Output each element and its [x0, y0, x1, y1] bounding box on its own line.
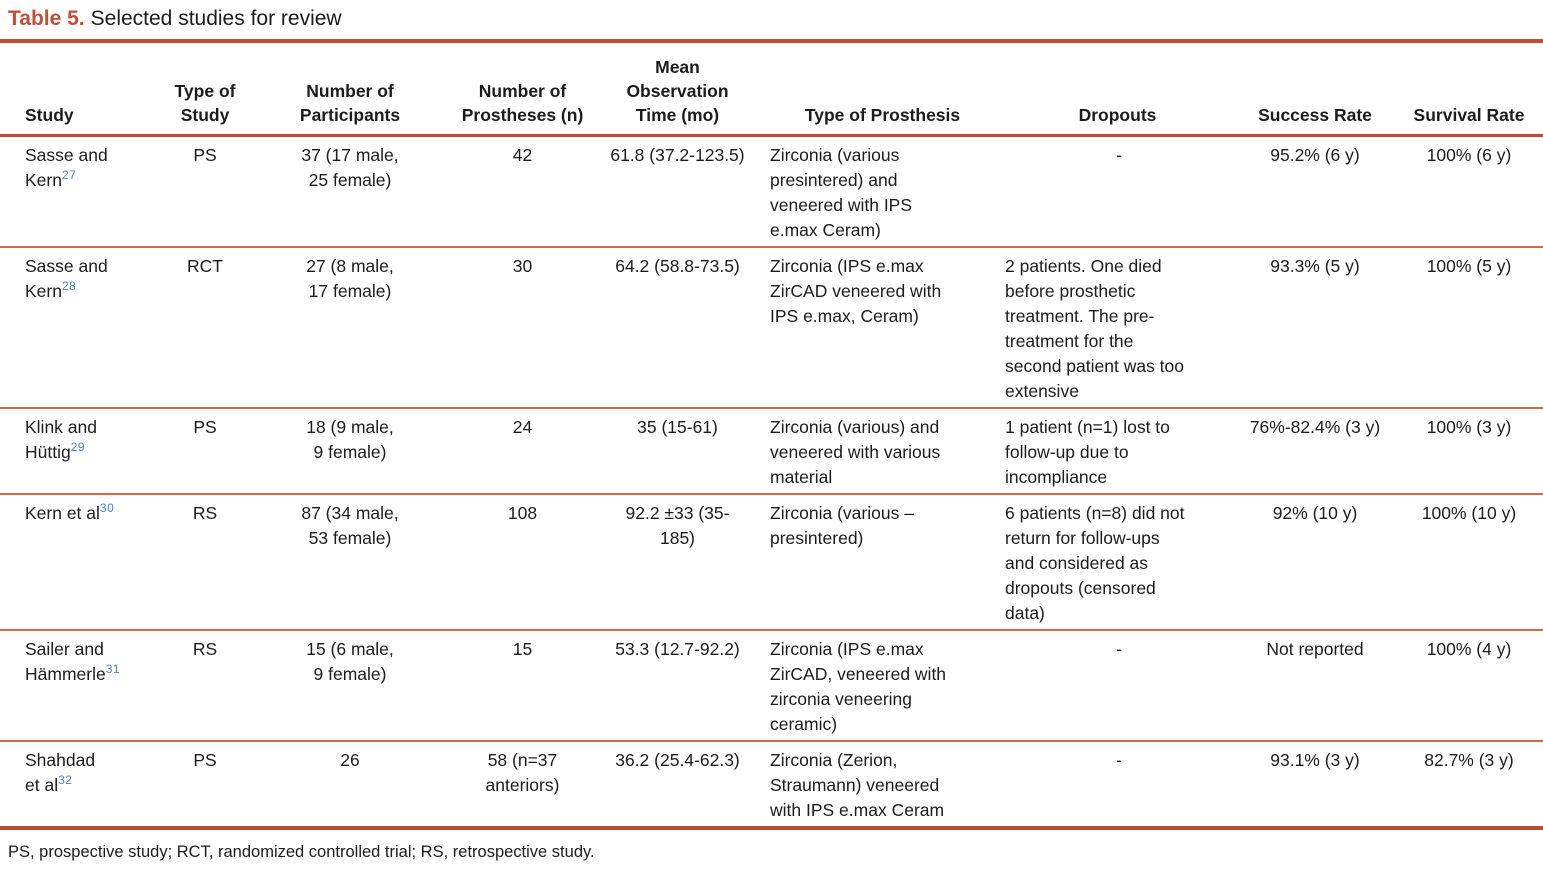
- cell-study-type: RCT: [187, 256, 223, 276]
- header-prosthesis-type: Type of Prosthesis: [804, 105, 961, 125]
- citation-reference[interactable]: 27: [61, 168, 77, 183]
- cell-success-rate: 95.2% (6 y): [1270, 145, 1360, 165]
- cell-observation-time: 92.2 ±33 (35- 185): [625, 503, 730, 548]
- cell-prosthesis-type: Zirconia (various – presintered): [770, 503, 914, 548]
- cell-participants: 27 (8 male, 17 female): [306, 256, 394, 301]
- cell-participants: 87 (34 male, 53 female): [301, 503, 399, 548]
- cell-observation-time: 36.2 (25.4-62.3): [615, 750, 740, 770]
- study-name: Shahdad et al: [25, 750, 96, 795]
- table-row: Sailer and Hämmerle31 RS 15 (6 male, 9 f…: [0, 630, 1543, 741]
- cell-study-type: PS: [193, 750, 217, 770]
- cell-survival-rate: 82.7% (3 y): [1424, 750, 1514, 770]
- header-row: Study Type of Study Number of Participan…: [0, 41, 1543, 136]
- citation-reference[interactable]: 29: [70, 440, 86, 455]
- cell-dropouts: -: [1116, 639, 1122, 659]
- cell-dropouts: 6 patients (n=8) did not return for foll…: [1005, 503, 1185, 623]
- cell-observation-time: 61.8 (37.2-123.5): [610, 145, 745, 165]
- cell-participants: 37 (17 male, 25 female): [301, 145, 399, 190]
- cell-observation-time: 53.3 (12.7-92.2): [615, 639, 740, 659]
- study-name: Sailer and Hämmerle: [25, 639, 106, 684]
- cell-prosthesis-type: Zirconia (various) and veneered with var…: [770, 417, 941, 487]
- table-row: Sasse and Kern28 RCT 27 (8 male, 17 fema…: [0, 247, 1543, 408]
- cell-survival-rate: 100% (6 y): [1426, 145, 1512, 165]
- cell-prostheses: 42: [512, 145, 533, 165]
- table-footnote: PS, prospective study; RCT, randomized c…: [8, 843, 595, 861]
- cell-observation-time: 35 (15-61): [637, 417, 718, 437]
- cell-dropouts: -: [1116, 145, 1122, 165]
- header-dropouts: Dropouts: [1078, 105, 1157, 125]
- citation-reference[interactable]: 32: [58, 773, 73, 788]
- study-name: Sasse and Kern: [25, 256, 108, 301]
- cell-survival-rate: 100% (4 y): [1426, 639, 1512, 659]
- cell-prosthesis-type: Zirconia (IPS e.max ZirCAD veneered with…: [770, 256, 942, 326]
- cell-study: Kern et al30: [0, 494, 165, 630]
- cell-study: Sasse and Kern28: [0, 247, 165, 408]
- cell-dropouts: 2 patients. One died before prosthetic t…: [1005, 256, 1185, 401]
- citation-reference[interactable]: 31: [105, 662, 121, 677]
- table-row: Sasse and Kern27 PS 37 (17 male, 25 fema…: [0, 136, 1543, 248]
- header-study-type: Type of Study: [174, 81, 236, 125]
- table-title: Table 5. Selected studies for review: [0, 6, 1543, 32]
- cell-prostheses: 30: [512, 256, 533, 276]
- cell-participants: 15 (6 male, 9 female): [306, 639, 394, 684]
- study-name: Sasse and Kern: [25, 145, 108, 190]
- header-success-rate: Success Rate: [1258, 105, 1372, 125]
- cell-prostheses: 24: [512, 417, 533, 437]
- cell-success-rate: 76%-82.4% (3 y): [1249, 417, 1381, 437]
- header-study: Study: [25, 105, 74, 125]
- cell-success-rate: Not reported: [1266, 639, 1364, 659]
- citation-reference[interactable]: 28: [61, 279, 77, 294]
- header-survival-rate: Survival Rate: [1413, 105, 1525, 125]
- cell-study-type: RS: [192, 639, 218, 659]
- cell-prosthesis-type: Zirconia (Zerion, Straumann) veneered wi…: [770, 750, 945, 820]
- cell-study: Sailer and Hämmerle31: [0, 630, 165, 741]
- study-name: Kern et al: [25, 503, 100, 523]
- header-participants: Number of Participants: [299, 81, 401, 125]
- cell-study-type: PS: [193, 417, 217, 437]
- cell-success-rate: 92% (10 y): [1272, 503, 1358, 523]
- table-row: Kern et al30 RS 87 (34 male, 53 female) …: [0, 494, 1543, 630]
- cell-study: Shahdad et al32: [0, 741, 165, 828]
- cell-prostheses: 108: [507, 503, 538, 523]
- cell-prostheses: 15: [512, 639, 533, 659]
- cell-participants: 26: [340, 750, 360, 770]
- cell-study-type: RS: [192, 503, 218, 523]
- cell-prostheses: 58 (n=37 anteriors): [485, 750, 560, 795]
- cell-prosthesis-type: Zirconia (IPS e.max ZirCAD, veneered wit…: [770, 639, 947, 734]
- cell-success-rate: 93.1% (3 y): [1270, 750, 1360, 770]
- cell-study: Klink and Hüttig29: [0, 408, 165, 494]
- cell-participants: 18 (9 male, 9 female): [306, 417, 394, 462]
- citation-reference[interactable]: 30: [99, 501, 115, 516]
- table-title-text: Selected studies for review: [90, 7, 342, 30]
- cell-dropouts: 1 patient (n=1) lost to follow-up due to…: [1005, 417, 1170, 487]
- cell-survival-rate: 100% (10 y): [1421, 503, 1517, 523]
- cell-survival-rate: 100% (5 y): [1426, 256, 1512, 276]
- study-name: Klink and Hüttig: [25, 417, 97, 462]
- cell-study: Sasse and Kern27: [0, 136, 165, 248]
- cell-dropouts: -: [1116, 750, 1122, 770]
- cell-study-type: PS: [193, 145, 217, 165]
- cell-survival-rate: 100% (3 y): [1426, 417, 1512, 437]
- table-number-label: Table 5.: [8, 7, 85, 30]
- table-row: Shahdad et al32 PS 26 58 (n=37 anteriors…: [0, 741, 1543, 828]
- cell-success-rate: 93.3% (5 y): [1270, 256, 1360, 276]
- cell-observation-time: 64.2 (58.8-73.5): [615, 256, 740, 276]
- studies-table: Study Type of Study Number of Participan…: [0, 39, 1543, 830]
- cell-prosthesis-type: Zirconia (various presintered) and venee…: [770, 145, 913, 240]
- header-prostheses: Number of Prostheses (n): [461, 81, 584, 125]
- header-observation-time: Mean Observation Time (mo): [626, 57, 729, 125]
- table-row: Klink and Hüttig29 PS 18 (9 male, 9 fema…: [0, 408, 1543, 494]
